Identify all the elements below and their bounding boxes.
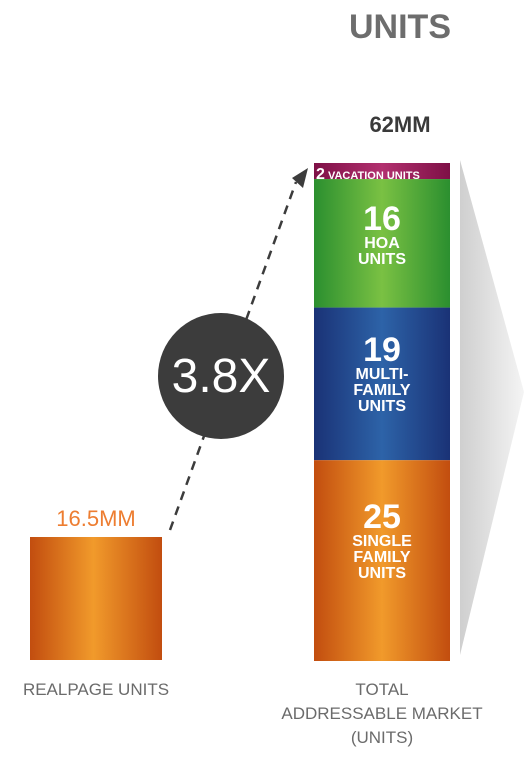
segment-caption-multi-2: FAMILY	[353, 382, 411, 399]
segment-bar-hoa	[314, 179, 450, 308]
segment-value-single: 25	[363, 498, 401, 536]
segment-label-multi: 19 MULTI- FAMILY UNITS	[316, 333, 448, 415]
realpage-units-caption: REALPAGE UNITS	[22, 680, 170, 699]
segment-value-vacation: 2	[316, 166, 325, 183]
total-market-caption-3: (UNITS)	[350, 727, 414, 747]
segment-caption-vacation: VACATION UNITS	[327, 170, 420, 182]
segment-caption-single-3: UNITS	[358, 565, 406, 582]
segment-value-multi: 19	[363, 331, 401, 369]
realpage-units-bar	[30, 537, 162, 660]
segment-bar-single	[314, 460, 450, 661]
segment-caption-hoa-1: HOA	[364, 235, 400, 252]
segment-bar-multi	[314, 307, 450, 461]
segment-caption-single-1: SINGLE	[352, 533, 412, 550]
funnel-shadow	[460, 160, 524, 655]
total-market-caption: TOTAL ADDRESSABLE MARKET (UNITS)	[250, 678, 514, 749]
segment-label-hoa: 16 HOA UNITS	[316, 202, 448, 268]
total-market-caption-2: ADDRESSABLE MARKET	[281, 703, 483, 723]
chart-title: UNITS	[349, 8, 451, 46]
multiplier-badge: 3.8X	[158, 313, 284, 439]
growth-arrow-head	[292, 168, 308, 188]
growth-arrow-line	[168, 181, 298, 531]
segment-label-single: 25 SINGLE FAMILY UNITS	[316, 500, 448, 582]
segment-value-hoa: 16	[363, 200, 401, 238]
segment-bar-vacation	[314, 163, 450, 180]
segment-caption-single-2: FAMILY	[353, 549, 411, 566]
segment-caption-multi-3: UNITS	[358, 398, 406, 415]
segment-caption-hoa-2: UNITS	[358, 251, 406, 268]
total-market-value: 62MM	[369, 112, 431, 137]
realpage-units-value: 16.5MM	[56, 506, 136, 531]
total-market-caption-1: TOTAL	[355, 680, 409, 699]
segment-caption-multi-1: MULTI-	[355, 366, 409, 383]
segment-label-vacation: 2 VACATION UNITS	[316, 166, 448, 184]
